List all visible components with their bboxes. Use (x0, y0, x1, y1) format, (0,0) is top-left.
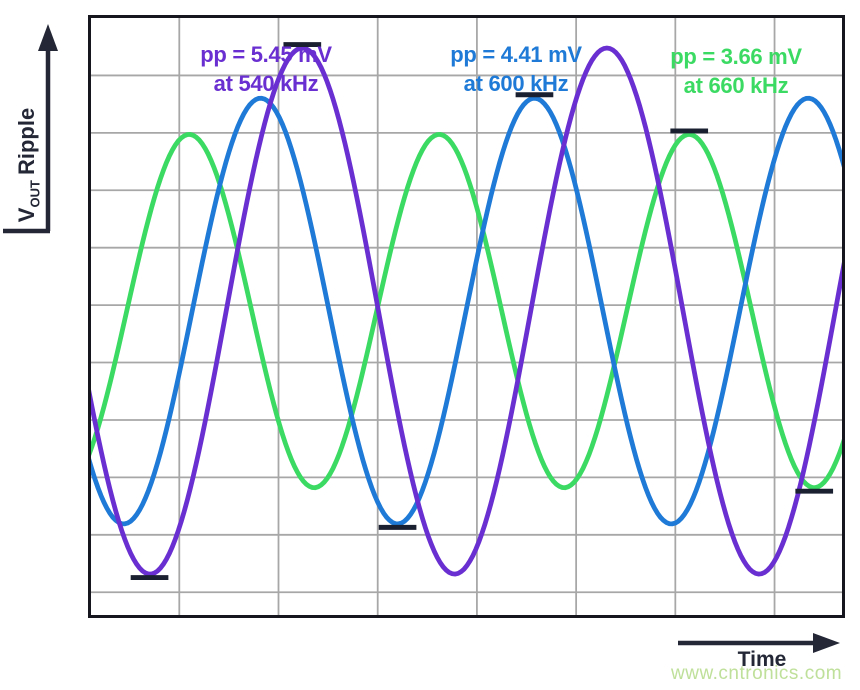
annotation-540khz: pp = 5.45 mV at 540 kHz (200, 40, 332, 98)
watermark-text: www.cntronics.com (671, 663, 843, 684)
annotation-600khz: pp = 4.41 mV at 600 kHz (450, 40, 582, 98)
y-axis-label-v: V (14, 207, 39, 223)
waveform-600khz (91, 95, 842, 527)
annotation-600khz-freq: at 600 kHz (463, 71, 569, 96)
waveform-660khz (91, 132, 842, 491)
annotation-540khz-freq: at 540 kHz (213, 71, 319, 96)
y-axis-label: VOUT Ripple (14, 85, 43, 245)
annotation-660khz: pp = 3.66 mV at 660 kHz (670, 42, 802, 100)
annotation-660khz-pp: pp = 3.66 mV (670, 44, 802, 69)
annotation-540khz-pp: pp = 5.45 mV (200, 42, 332, 67)
waveform-540khz (91, 45, 842, 577)
x-axis-label: Time (737, 648, 787, 671)
plot-area: pp = 5.45 mV at 540 kHz pp = 4.41 mV at … (88, 15, 845, 618)
y-axis-arrow-icon (3, 24, 58, 234)
annotation-600khz-pp: pp = 4.41 mV (450, 42, 582, 67)
y-axis-label-subscript: OUT (27, 180, 43, 208)
waveform-chart (91, 18, 842, 615)
y-axis-label-rest: Ripple (14, 107, 39, 176)
annotation-660khz-freq: at 660 kHz (683, 73, 789, 98)
x-axis-arrow-icon (678, 633, 840, 653)
